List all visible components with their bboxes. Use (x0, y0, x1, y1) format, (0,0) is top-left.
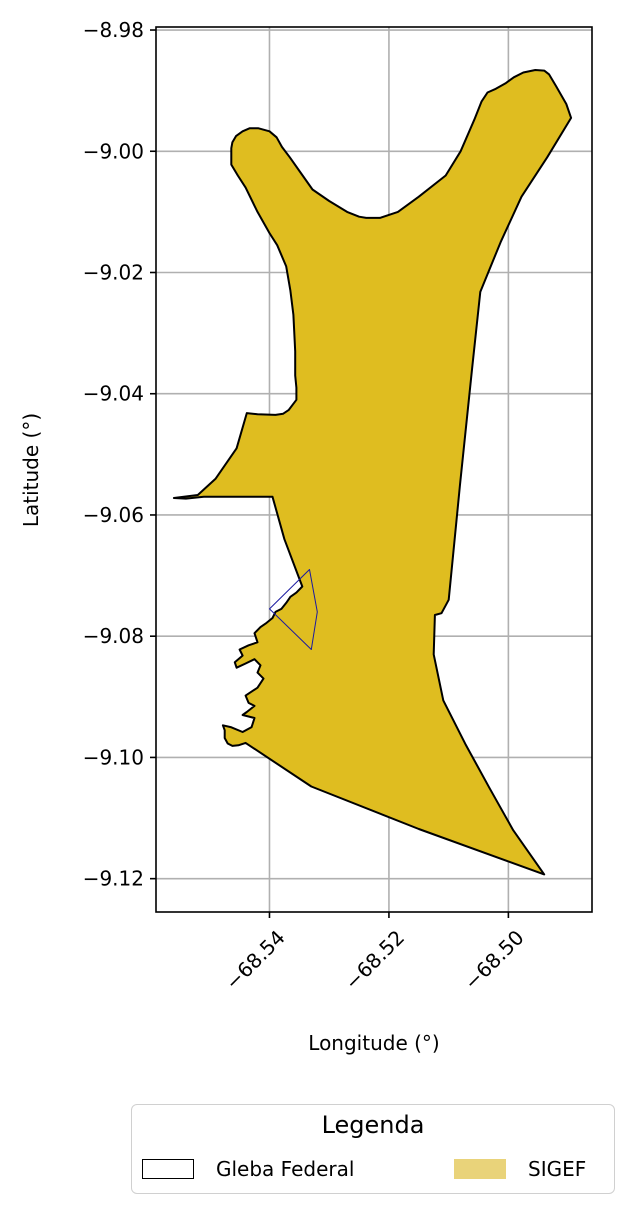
legend-entry-sigef: SIGEF (454, 1157, 586, 1181)
map-layers (172, 69, 573, 876)
y-tick-label-7: −9.12 (83, 867, 144, 891)
y-tick-label-5: −9.08 (83, 624, 144, 648)
x-tick-label-2: −68.50 (459, 925, 528, 994)
legend-label-gleba-federal: Gleba Federal (216, 1157, 355, 1181)
plot-frame (155, 26, 593, 913)
y-tick-label-1: −9.00 (83, 139, 144, 163)
x-tick-label-1: −68.52 (340, 925, 409, 994)
legend-swatch-sigef (454, 1159, 506, 1179)
y-tick-label-6: −9.10 (83, 745, 144, 769)
y-axis-label: Latitude (°) (19, 413, 43, 527)
y-tick-label-0: −8.98 (83, 18, 144, 42)
legend: Legenda Gleba Federal SIGEF (131, 1104, 615, 1194)
legend-swatch-gleba-federal (142, 1159, 194, 1179)
legend-title: Legenda (321, 1111, 425, 1139)
y-tick-label-3: −9.04 (83, 382, 144, 406)
y-tick-label-2: −9.02 (83, 260, 144, 284)
y-tick-label-4: −9.06 (83, 503, 144, 527)
legend-entry-gleba-federal: Gleba Federal (142, 1157, 354, 1181)
x-tick-label-0: −68.54 (220, 925, 289, 994)
legend-label-sigef: SIGEF (528, 1157, 587, 1181)
region-gleba-federal (269, 569, 318, 650)
region-sigef (172, 69, 573, 876)
x-axis-label: Longitude (°) (308, 1031, 439, 1055)
